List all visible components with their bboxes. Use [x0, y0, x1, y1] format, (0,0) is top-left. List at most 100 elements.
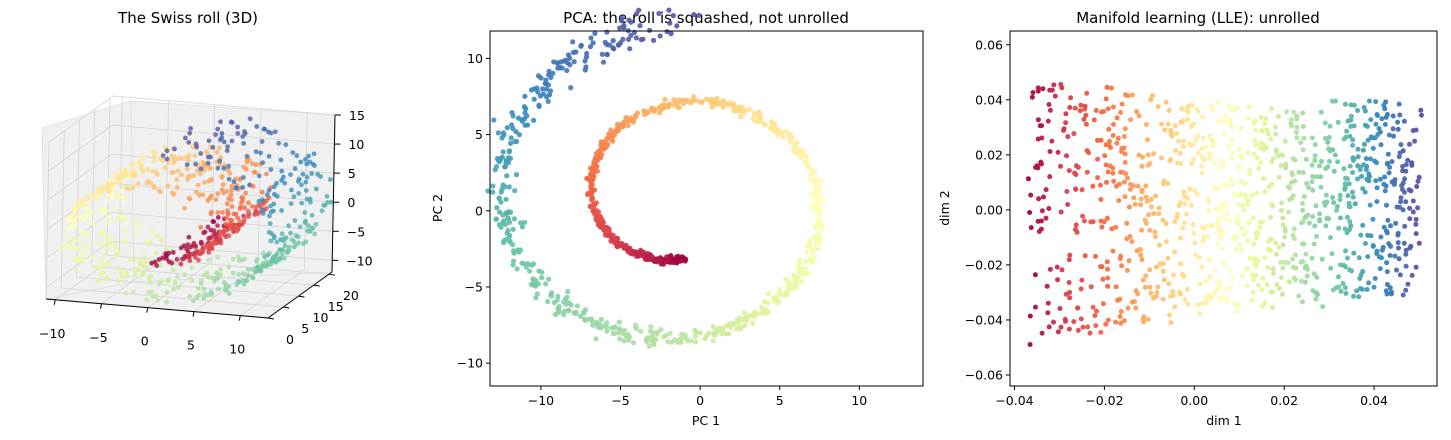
data-point: [1320, 304, 1326, 310]
data-point: [1268, 106, 1274, 112]
data-point: [505, 216, 511, 222]
data-point: [658, 327, 664, 333]
data-point: [1114, 115, 1120, 121]
data-point: [1291, 275, 1297, 281]
data-point: [1300, 147, 1306, 153]
data-point: [523, 264, 530, 270]
data-point: [169, 170, 175, 176]
data-point: [1387, 285, 1393, 291]
data-point: [1314, 274, 1320, 280]
data-point: [1098, 329, 1104, 335]
data-point: [1418, 107, 1424, 113]
data-point: [237, 206, 243, 212]
data-point: [802, 271, 808, 277]
data-point: [772, 121, 778, 127]
data-point: [136, 223, 141, 228]
data-point: [178, 245, 184, 251]
data-point: [278, 237, 283, 242]
data-point: [202, 180, 207, 185]
data-point: [1126, 204, 1132, 210]
data-point: [154, 263, 160, 268]
data-point: [297, 224, 303, 230]
data-point: [1215, 218, 1221, 224]
data-point: [615, 42, 621, 48]
data-point: [494, 205, 500, 211]
data-point: [1110, 165, 1116, 171]
data-point: [1095, 175, 1101, 181]
data-point: [1300, 170, 1306, 176]
data-point: [531, 86, 537, 92]
data-point: [696, 12, 702, 18]
data-point: [1036, 229, 1042, 234]
data-point: [815, 246, 821, 252]
data-point: [604, 29, 610, 35]
data-point: [186, 234, 192, 240]
data-point: [244, 153, 250, 159]
data-point: [213, 197, 219, 203]
data-point: [169, 153, 175, 159]
data-point: [1237, 242, 1243, 248]
data-point: [1054, 264, 1060, 270]
data-point: [1058, 163, 1063, 169]
data-point: [1077, 108, 1083, 114]
data-point: [249, 204, 255, 209]
data-point: [1220, 164, 1226, 169]
data-point: [613, 128, 619, 134]
data-point: [1350, 170, 1356, 175]
data-point: [1139, 189, 1145, 195]
data-point: [1187, 186, 1193, 192]
data-point: [82, 200, 88, 206]
y-axis-line: [267, 271, 333, 319]
data-point: [1251, 276, 1257, 282]
data-point: [235, 124, 241, 130]
data-point: [229, 183, 235, 189]
data-point: [1129, 299, 1135, 305]
data-point: [819, 224, 825, 230]
data-point: [738, 326, 744, 332]
data-point: [229, 197, 234, 203]
data-point: [1265, 238, 1271, 244]
data-point: [1342, 184, 1348, 190]
data-point: [1378, 234, 1384, 240]
data-point: [1110, 170, 1116, 176]
data-point: [1276, 244, 1282, 250]
data-point: [664, 254, 670, 260]
data-point: [1396, 154, 1402, 160]
data-point: [151, 154, 157, 160]
data-point: [1252, 118, 1258, 124]
data-point: [1368, 134, 1374, 140]
data-point: [1145, 316, 1151, 322]
data-point: [1228, 124, 1234, 130]
data-point: [1066, 168, 1072, 174]
data-point: [710, 338, 716, 344]
data-point: [221, 165, 227, 171]
data-point: [554, 60, 560, 66]
data-point: [1351, 123, 1357, 129]
data-point: [509, 110, 515, 116]
data-point: [100, 264, 105, 269]
data-point: [1273, 131, 1279, 137]
data-point: [667, 20, 673, 26]
data-point: [539, 269, 545, 275]
data-point: [1386, 170, 1392, 176]
data-point: [704, 333, 710, 339]
data-point: [1193, 137, 1199, 143]
data-point: [206, 138, 212, 144]
data-point: [1104, 84, 1110, 90]
data-point: [1311, 241, 1317, 247]
data-point: [1365, 137, 1371, 143]
data-point: [309, 171, 315, 176]
data-point: [113, 252, 119, 258]
data-point: [1067, 295, 1073, 301]
data-point: [676, 337, 682, 343]
z-tick-label: 0: [347, 195, 355, 210]
data-point: [1220, 181, 1226, 187]
data-point: [617, 124, 623, 130]
data-point: [198, 166, 204, 172]
data-point: [500, 130, 506, 136]
data-point: [1093, 253, 1098, 259]
data-point: [1350, 155, 1356, 161]
data-point: [1387, 253, 1393, 258]
data-point: [1409, 162, 1415, 168]
data-point: [589, 194, 595, 201]
